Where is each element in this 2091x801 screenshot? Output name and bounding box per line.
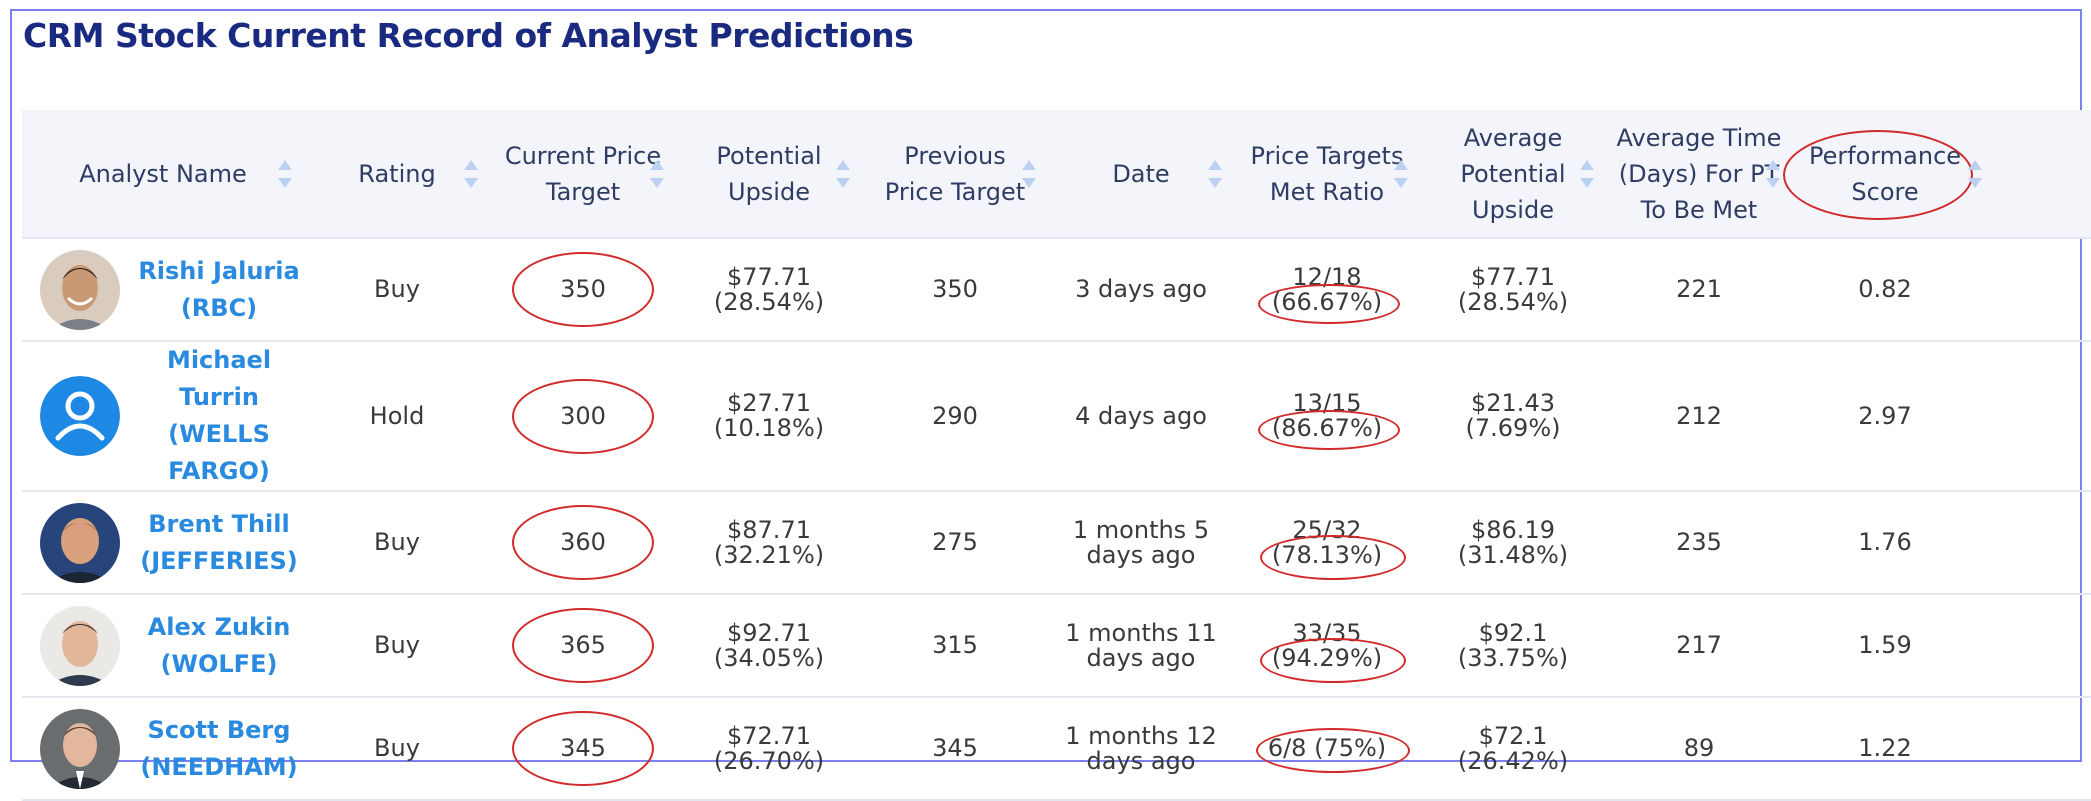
- analyst-photo: [40, 605, 120, 686]
- analyst-photo: [40, 249, 120, 330]
- analyst-photo: [40, 708, 120, 789]
- col-previous-price-target[interactable]: Previous Price Target: [862, 110, 1048, 238]
- sort-arrows-icon[interactable]: [1022, 159, 1036, 188]
- current-price-target: 300: [512, 378, 654, 454]
- page-title: CRM Stock Current Record of Analyst Pred…: [23, 16, 914, 55]
- rating: Buy: [374, 275, 420, 303]
- performance-annotation-circle: Performance Score: [1782, 129, 1974, 220]
- previous-price-target: 290: [932, 401, 978, 430]
- met-ratio: 25/32 (78.13%): [1259, 515, 1407, 580]
- analyst-photo: [40, 502, 120, 583]
- potential-upside: $72.71 (26.70%): [713, 721, 825, 775]
- potential-upside: $77.71 (28.54%): [713, 262, 825, 316]
- potential-upside: $27.71 (10.18%): [713, 389, 825, 442]
- rating: Buy: [374, 631, 420, 659]
- sort-arrows-icon[interactable]: [278, 159, 292, 188]
- col-date[interactable]: Date: [1048, 110, 1234, 238]
- met-ratio: 12/18 (66.67%): [1257, 262, 1401, 324]
- col-average-potential-upside[interactable]: Average Potential Upside: [1420, 110, 1606, 238]
- sort-arrows-icon[interactable]: [1394, 159, 1408, 188]
- previous-price-target: 350: [932, 275, 978, 303]
- rating: Buy: [374, 734, 420, 762]
- date: 3 days ago: [1075, 275, 1207, 303]
- col-analyst-name[interactable]: Analyst Name: [22, 110, 304, 238]
- potential-upside: $92.71 (34.05%): [713, 618, 825, 672]
- analyst-table: Analyst Name Rating Current Price Target …: [22, 110, 2091, 801]
- current-price-target: 365: [512, 608, 654, 683]
- performance-score: 1.59: [1858, 631, 1912, 659]
- performance-score: 2.97: [1858, 401, 1912, 430]
- page-frame: [10, 9, 2082, 762]
- current-price-target: 345: [512, 711, 654, 786]
- average-days: 221: [1676, 275, 1722, 303]
- table-row: Brent Thill (JEFFERIES) Buy 360 $87.71 (32…: [22, 491, 2091, 594]
- average-days: 235: [1676, 528, 1722, 556]
- date: 1 months 11 days ago: [1065, 618, 1217, 672]
- analyst-name-link[interactable]: Brent Thill (JEFFERIES): [140, 509, 298, 575]
- sort-arrows-icon[interactable]: [836, 159, 850, 188]
- table-row: Alex Zukin (WOLFE) Buy 365 $92.71 (34.05%…: [22, 594, 2091, 697]
- analyst-name-link[interactable]: Michael Turrin (WELLS FARGO): [166, 346, 272, 485]
- average-potential-upside: $77.71 (28.54%): [1457, 262, 1569, 316]
- col-met-ratio[interactable]: Price Targets Met Ratio: [1234, 110, 1420, 238]
- col-rating[interactable]: Rating: [304, 110, 490, 238]
- sort-arrows-icon[interactable]: [1968, 159, 1982, 188]
- average-days: 217: [1676, 631, 1722, 659]
- analyst-name-link[interactable]: Rishi Jaluria (RBC): [138, 256, 300, 322]
- met-ratio: 33/35 (94.29%): [1259, 618, 1407, 683]
- sort-arrows-icon[interactable]: [1208, 159, 1222, 188]
- col-current-price-target[interactable]: Current Price Target: [490, 110, 676, 238]
- analyst-name-link[interactable]: Alex Zukin (WOLFE): [147, 612, 291, 678]
- table-row: Scott Berg (NEEDHAM) Buy 345 $72.71 (26.70…: [22, 697, 2091, 800]
- col-potential-upside[interactable]: Potential Upside: [676, 110, 862, 238]
- sort-arrows-icon[interactable]: [650, 159, 664, 188]
- met-ratio: 6/8 (75%): [1255, 728, 1411, 773]
- rating: Buy: [374, 528, 420, 556]
- sort-arrows-icon[interactable]: [1580, 159, 1594, 188]
- table-row: Rishi Jaluria (RBC) Buy 350 $77.71 (28.54…: [22, 238, 2091, 341]
- average-potential-upside: $92.1 (33.75%): [1457, 618, 1569, 672]
- performance-score: 1.22: [1858, 734, 1912, 762]
- date: 4 days ago: [1075, 401, 1207, 430]
- current-price-target: 350: [512, 252, 654, 327]
- average-potential-upside: $86.19 (31.48%): [1457, 515, 1569, 569]
- average-potential-upside: $21.43 (7.69%): [1465, 389, 1561, 442]
- average-days: 89: [1683, 734, 1715, 762]
- current-price-target: 360: [512, 505, 654, 580]
- met-ratio: 13/15 (86.67%): [1257, 389, 1401, 450]
- previous-price-target: 315: [932, 631, 978, 659]
- performance-score: 1.76: [1858, 528, 1912, 556]
- sort-arrows-icon[interactable]: [1766, 159, 1780, 188]
- table-row: Michael Turrin (WELLS FARGO) Hold 300 $27…: [22, 341, 2091, 491]
- col-performance-score[interactable]: Performance Score: [1782, 110, 1982, 238]
- sort-arrows-icon[interactable]: [464, 159, 478, 188]
- default-avatar-icon: [40, 376, 120, 456]
- previous-price-target: 275: [932, 528, 978, 556]
- average-potential-upside: $72.1 (26.42%): [1457, 721, 1569, 775]
- analyst-name-link[interactable]: Scott Berg (NEEDHAM): [140, 715, 298, 781]
- date: 1 months 12 days ago: [1065, 721, 1217, 775]
- performance-score: 0.82: [1858, 275, 1912, 303]
- col-average-time[interactable]: Average Time (Days) For PT To Be Met: [1616, 123, 1782, 224]
- previous-price-target: 345: [932, 734, 978, 762]
- potential-upside: $87.71 (32.21%): [713, 515, 825, 569]
- table-header-row: Analyst Name Rating Current Price Target …: [22, 110, 2091, 238]
- average-days: 212: [1676, 401, 1722, 430]
- date: 1 months 5 days ago: [1072, 515, 1210, 569]
- rating: Hold: [369, 401, 425, 430]
